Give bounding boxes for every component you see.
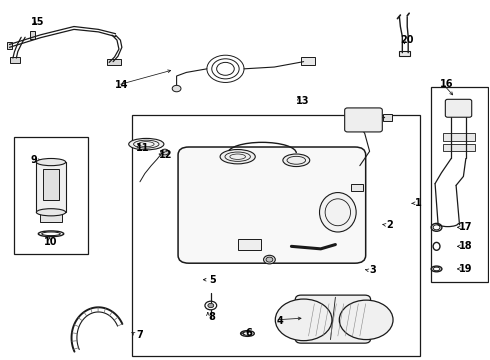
Text: 12: 12: [159, 150, 172, 160]
Text: 13: 13: [296, 96, 309, 106]
Bar: [238, 239, 261, 250]
Text: 4: 4: [277, 316, 284, 325]
Bar: [431, 87, 489, 282]
FancyBboxPatch shape: [178, 147, 366, 263]
Bar: [10, 57, 20, 63]
Text: 7: 7: [137, 330, 143, 340]
Ellipse shape: [36, 209, 66, 216]
Text: 9: 9: [30, 155, 37, 165]
Bar: [351, 184, 363, 191]
Text: 15: 15: [30, 17, 44, 27]
Text: 10: 10: [44, 237, 58, 247]
Text: 6: 6: [245, 328, 252, 338]
Bar: [301, 57, 315, 65]
Bar: [399, 51, 410, 56]
Ellipse shape: [220, 149, 255, 164]
Ellipse shape: [36, 158, 66, 166]
Text: 17: 17: [459, 222, 472, 232]
Bar: [36, 162, 66, 212]
Circle shape: [161, 149, 169, 155]
Text: 19: 19: [459, 264, 472, 274]
FancyBboxPatch shape: [295, 295, 370, 343]
Text: 5: 5: [209, 275, 216, 285]
Bar: [132, 116, 420, 356]
Text: 14: 14: [115, 80, 128, 90]
Circle shape: [339, 300, 393, 339]
Bar: [383, 114, 392, 121]
Text: 20: 20: [400, 35, 414, 45]
Text: 16: 16: [440, 79, 453, 89]
Text: 2: 2: [386, 220, 392, 230]
Bar: [107, 59, 121, 65]
Bar: [30, 31, 35, 39]
Circle shape: [275, 299, 332, 341]
Ellipse shape: [266, 257, 273, 262]
Text: 1: 1: [415, 198, 422, 208]
Text: 11: 11: [136, 143, 149, 153]
Bar: [43, 169, 59, 200]
Ellipse shape: [319, 193, 356, 232]
Bar: [14, 137, 88, 253]
Ellipse shape: [129, 138, 164, 150]
Ellipse shape: [283, 154, 310, 167]
Ellipse shape: [264, 255, 275, 264]
Bar: [6, 42, 12, 49]
Text: 18: 18: [459, 241, 473, 251]
Circle shape: [208, 303, 214, 308]
Bar: [443, 134, 475, 140]
FancyBboxPatch shape: [445, 99, 472, 117]
Text: 3: 3: [369, 265, 376, 275]
FancyBboxPatch shape: [344, 108, 382, 132]
Bar: [40, 212, 62, 222]
Bar: [443, 144, 475, 151]
Text: 8: 8: [208, 312, 215, 322]
Ellipse shape: [172, 85, 181, 92]
